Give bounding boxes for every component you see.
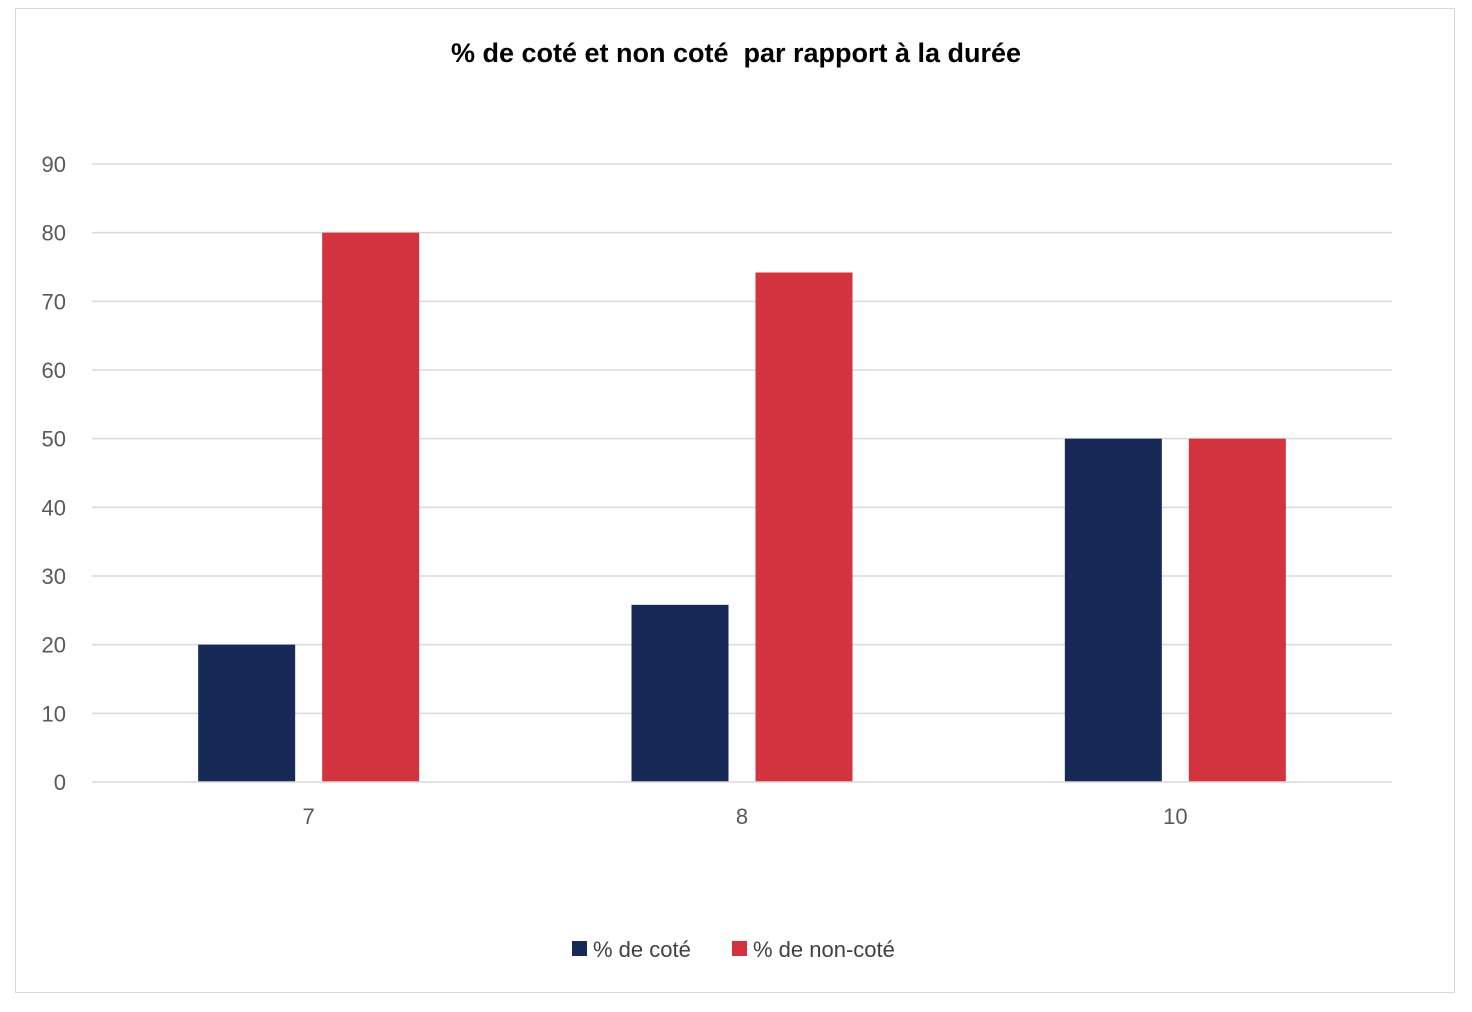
bar-non-cote-7 [322,232,420,782]
chart-title: % de coté et non coté par rapport à la d… [451,38,1021,68]
bar-cote-8 [631,604,729,782]
x-tick-label: 8 [736,804,748,829]
x-axis-tick-labels: 7 8 10 [303,804,1188,829]
bar-cote-10 [1064,438,1162,782]
y-axis-tick-labels: 0 10 20 30 40 50 60 70 80 90 [42,152,66,795]
legend: % de coté % de non-coté [572,937,895,962]
y-tick-label: 60 [42,358,66,383]
legend-swatch [572,941,587,956]
y-tick-label: 40 [42,495,66,520]
y-tick-label: 50 [42,427,66,452]
y-tick-label: 70 [42,289,66,314]
bar-non-cote-8 [755,272,853,782]
y-tick-label: 10 [42,701,66,726]
bar-cote-7 [198,644,296,782]
y-tick-label: 20 [42,633,66,658]
y-tick-label: 80 [42,221,66,246]
y-tick-label: 0 [54,770,66,795]
x-tick-label: 7 [303,804,315,829]
legend-label: % de coté [593,937,691,962]
y-tick-label: 90 [42,152,66,177]
gridlines [92,163,1392,715]
bar-non-cote-10 [1188,438,1286,782]
legend-label: % de non-coté [753,937,895,962]
y-tick-label: 30 [42,564,66,589]
bars [198,232,1286,782]
legend-swatch [732,941,747,956]
x-tick-label: 10 [1163,804,1187,829]
